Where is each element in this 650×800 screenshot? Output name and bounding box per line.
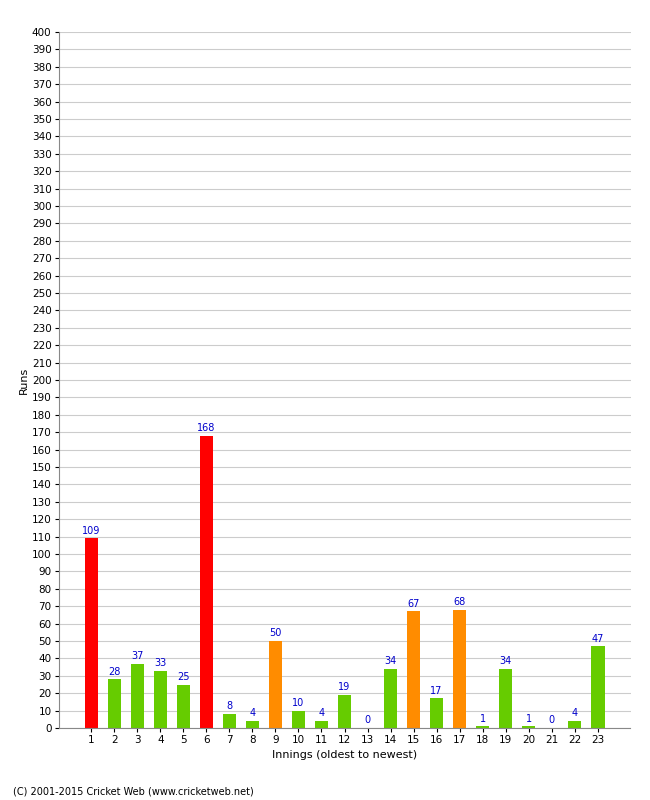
Text: 109: 109 bbox=[82, 526, 101, 536]
Bar bbox=[246, 721, 259, 728]
Text: 8: 8 bbox=[226, 702, 233, 711]
Text: 19: 19 bbox=[339, 682, 350, 692]
Bar bbox=[131, 664, 144, 728]
Text: 168: 168 bbox=[197, 423, 216, 433]
Bar bbox=[567, 721, 582, 728]
Text: 34: 34 bbox=[384, 656, 396, 666]
Bar bbox=[292, 710, 306, 728]
Text: 28: 28 bbox=[108, 666, 121, 677]
Text: 10: 10 bbox=[292, 698, 305, 708]
Text: 0: 0 bbox=[549, 715, 554, 726]
Bar bbox=[591, 646, 604, 728]
Text: 50: 50 bbox=[269, 628, 281, 638]
Text: 25: 25 bbox=[177, 672, 190, 682]
Bar bbox=[107, 679, 122, 728]
Bar bbox=[476, 726, 489, 728]
Bar bbox=[430, 698, 443, 728]
Bar bbox=[452, 610, 467, 728]
Bar bbox=[177, 685, 190, 728]
Bar bbox=[200, 436, 213, 728]
Y-axis label: Runs: Runs bbox=[19, 366, 29, 394]
Bar bbox=[337, 695, 352, 728]
Text: 67: 67 bbox=[408, 599, 420, 609]
Bar bbox=[522, 726, 536, 728]
Bar bbox=[153, 670, 167, 728]
Bar bbox=[222, 714, 237, 728]
Text: 33: 33 bbox=[154, 658, 166, 668]
Bar bbox=[315, 721, 328, 728]
Text: 17: 17 bbox=[430, 686, 443, 696]
Text: 4: 4 bbox=[250, 709, 255, 718]
Text: 37: 37 bbox=[131, 651, 144, 661]
Text: 47: 47 bbox=[592, 634, 604, 644]
Text: 0: 0 bbox=[365, 715, 370, 726]
Text: 4: 4 bbox=[318, 709, 324, 718]
Text: (C) 2001-2015 Cricket Web (www.cricketweb.net): (C) 2001-2015 Cricket Web (www.cricketwe… bbox=[13, 786, 254, 796]
Bar bbox=[268, 641, 282, 728]
Bar bbox=[499, 669, 512, 728]
Text: 1: 1 bbox=[480, 714, 486, 724]
Bar bbox=[407, 611, 421, 728]
Bar bbox=[384, 669, 397, 728]
X-axis label: Innings (oldest to newest): Innings (oldest to newest) bbox=[272, 750, 417, 761]
Text: 1: 1 bbox=[525, 714, 532, 724]
Text: 34: 34 bbox=[499, 656, 512, 666]
Text: 4: 4 bbox=[571, 709, 578, 718]
Text: 68: 68 bbox=[454, 597, 465, 607]
Bar bbox=[84, 538, 98, 728]
